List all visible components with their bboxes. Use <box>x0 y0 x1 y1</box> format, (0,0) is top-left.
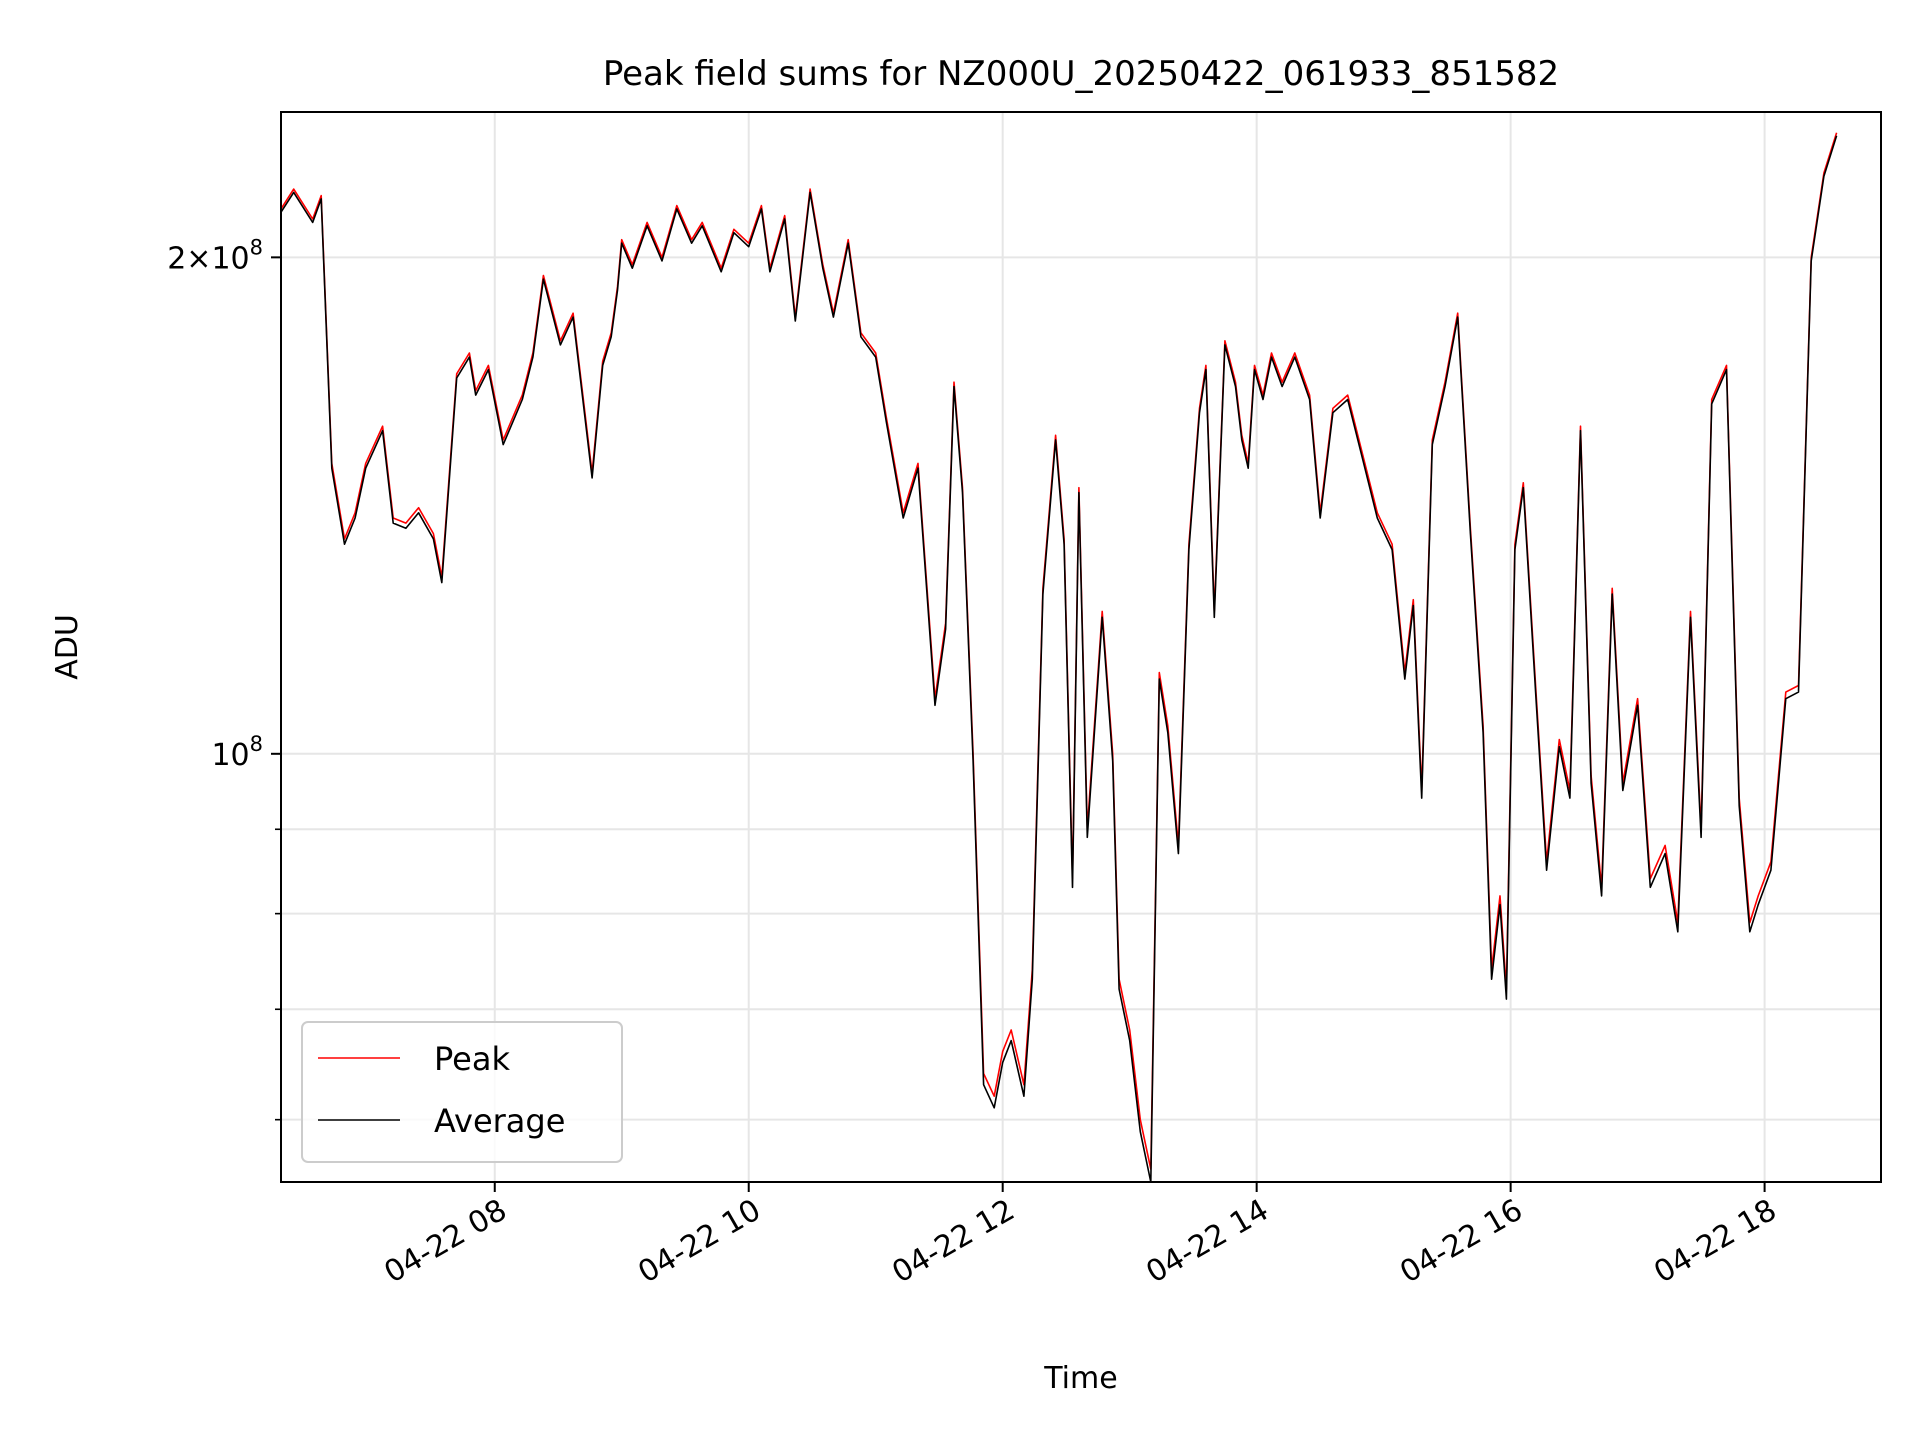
legend-box <box>301 1021 623 1163</box>
grid <box>281 112 1881 1182</box>
legend-average-label: Average <box>434 1102 565 1140</box>
y-tick-label: 108 <box>211 732 263 773</box>
y-axis: 108 2×108 <box>167 235 281 1121</box>
x-axis-label: Time <box>1043 1361 1117 1396</box>
legend: Peak Average <box>301 1021 623 1163</box>
legend-peak-label: Peak <box>434 1040 510 1078</box>
series-layer <box>280 132 1838 1183</box>
plot-frame <box>280 111 1882 1183</box>
y-axis-label: ADU <box>50 614 85 680</box>
y-tick-label: 2×108 <box>167 235 263 276</box>
average-series-line <box>280 135 1838 1183</box>
chart-title: Peak field sums for NZ000U_20250422_0619… <box>603 54 1559 94</box>
